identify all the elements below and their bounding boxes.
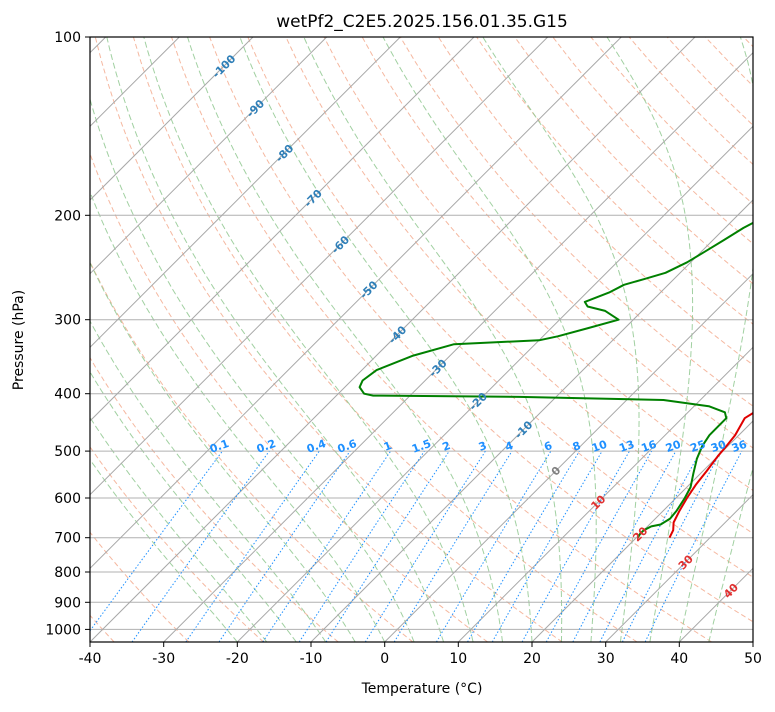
- y-axis-label: Pressure (hPa): [11, 290, 27, 390]
- x-tick-label: -20: [226, 651, 249, 667]
- y-tick-label: 300: [54, 313, 81, 329]
- x-tick-label: -40: [79, 651, 102, 667]
- x-tick-label: -10: [300, 651, 323, 667]
- x-tick-label: 30: [597, 651, 615, 667]
- x-tick-label: -30: [152, 651, 175, 667]
- y-tick-label: 400: [54, 387, 81, 403]
- y-tick-label: 1000: [45, 622, 81, 638]
- y-tick-label: 200: [54, 208, 81, 224]
- y-tick-label: 700: [54, 531, 81, 547]
- x-tick-label: 20: [523, 651, 541, 667]
- y-tick-label: 500: [54, 444, 81, 460]
- chart-title: wetPf2_C2E5.2025.156.01.35.G15: [276, 12, 568, 32]
- x-tick-label: 50: [744, 651, 762, 667]
- x-tick-label: 40: [670, 651, 688, 667]
- x-axis-label: Temperature (°C): [361, 681, 483, 697]
- x-tick-label: 10: [449, 651, 467, 667]
- x-tick-label: 0: [380, 651, 389, 667]
- y-tick-label: 100: [54, 30, 81, 46]
- y-tick-label: 600: [54, 491, 81, 507]
- y-tick-label: 800: [54, 565, 81, 581]
- y-tick-label: 900: [54, 595, 81, 611]
